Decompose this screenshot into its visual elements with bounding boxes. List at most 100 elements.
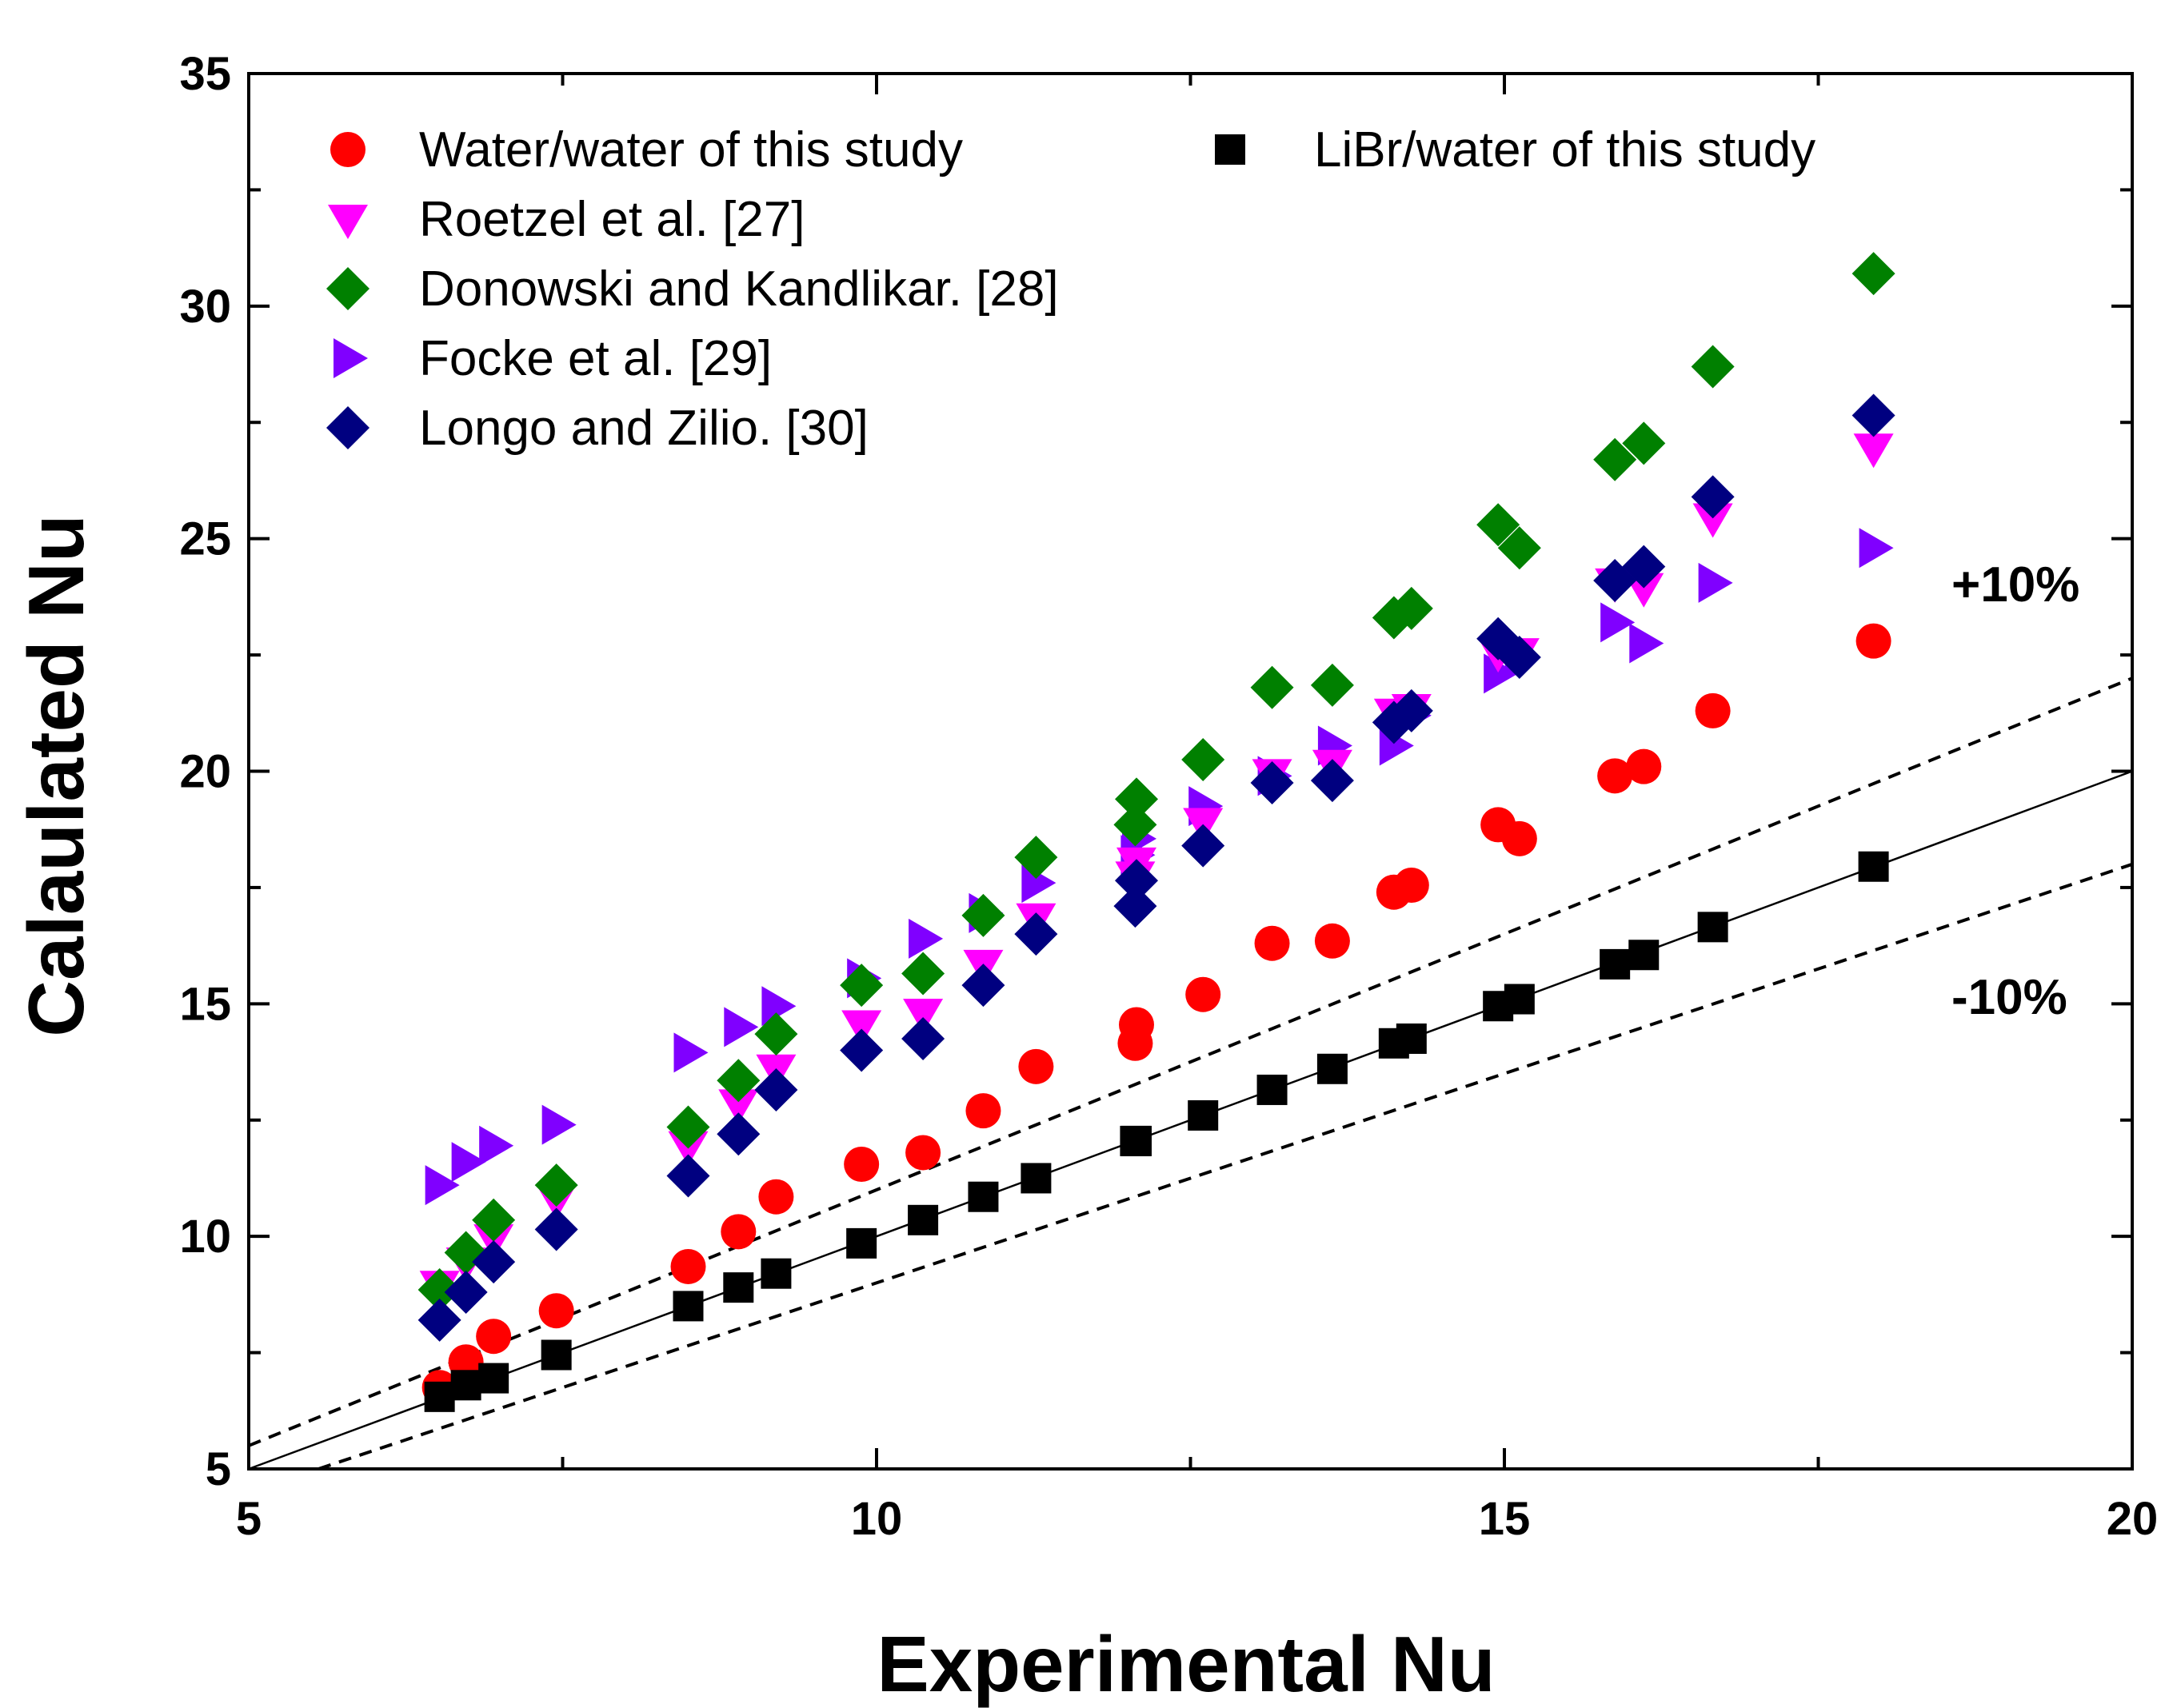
- legend-entry-water-water: Water/water of this study: [330, 122, 963, 178]
- legend-marker-shape: [334, 338, 368, 378]
- data-point: [905, 1135, 941, 1171]
- data-point: [1181, 737, 1225, 781]
- data-point: [761, 986, 797, 1027]
- legend-entry-donowski: Donowski and Kandlikar. [28]: [326, 261, 1059, 317]
- data-point: [1691, 475, 1735, 519]
- data-point: [846, 1227, 877, 1259]
- data-point: [1622, 421, 1666, 465]
- data-point: [1698, 562, 1733, 603]
- x-axis-title: Experimental Nu: [877, 1620, 1495, 1708]
- data-point: [425, 1165, 460, 1206]
- minor-ticks: [249, 74, 2132, 1469]
- series-2: [417, 252, 1895, 1312]
- data-point: [754, 1068, 798, 1111]
- data-point: [541, 1339, 572, 1371]
- legend-entry-focke: Focke et al. [29]: [334, 331, 772, 386]
- data-point: [844, 1147, 880, 1183]
- data-point: [723, 1272, 754, 1303]
- data-point: [666, 1154, 710, 1198]
- data-point: [450, 1370, 481, 1401]
- y-axis-title: Calaulated Nu: [12, 514, 100, 1036]
- x-tick-label: 20: [2107, 1493, 2159, 1545]
- series-5: [424, 851, 1889, 1412]
- legend-label-focke: Focke et al. [29]: [419, 331, 772, 386]
- data-point: [417, 1268, 461, 1312]
- data-point: [1695, 692, 1731, 728]
- data-point: [472, 1198, 516, 1242]
- legend-entry-libr-water: LiBr/water of this study: [1215, 122, 1816, 178]
- data-points: [417, 252, 1895, 1412]
- data-point: [903, 998, 944, 1033]
- data-point: [1314, 923, 1350, 959]
- legend-entry-roetzel: Roetzel et al. [27]: [328, 192, 805, 247]
- data-point: [1622, 545, 1666, 589]
- data-point: [1691, 345, 1735, 389]
- data-point: [476, 1319, 512, 1355]
- data-point: [840, 964, 884, 1008]
- legend-label-roetzel: Roetzel et al. [27]: [419, 192, 805, 247]
- data-point: [724, 1007, 759, 1048]
- legend-marker-shape: [326, 267, 369, 310]
- data-point: [1113, 884, 1157, 928]
- data-point: [908, 1204, 939, 1235]
- data-point: [1476, 503, 1520, 547]
- data-point: [1310, 663, 1354, 707]
- data-point: [1310, 759, 1354, 803]
- plus-10-percent-label: +10%: [1951, 557, 2079, 613]
- data-point: [901, 952, 945, 996]
- y-tick-label: 5: [206, 1443, 231, 1495]
- data-point: [1188, 1099, 1219, 1131]
- data-point: [841, 1010, 882, 1045]
- minus-10-percent-label: -10%: [1951, 970, 2067, 1025]
- y-tick-label: 35: [179, 48, 231, 100]
- data-point: [1484, 653, 1519, 694]
- data-point: [1692, 503, 1733, 538]
- data-point: [754, 1012, 798, 1056]
- legend-entry-longo: Longo and Zilio. [30]: [326, 401, 869, 456]
- data-point: [1389, 688, 1433, 732]
- data-point: [1855, 623, 1891, 659]
- data-point: [478, 1363, 509, 1394]
- data-point: [1256, 1074, 1288, 1105]
- data-point: [1600, 602, 1636, 643]
- data-point: [1393, 868, 1429, 904]
- data-point: [1697, 912, 1728, 943]
- x-tick-label: 5: [236, 1493, 262, 1545]
- data-point: [1851, 393, 1895, 437]
- data-point: [1597, 758, 1633, 794]
- data-point: [444, 1270, 488, 1314]
- legend-label-longo: Longo and Zilio. [30]: [419, 401, 869, 456]
- series-1: [419, 433, 1894, 1306]
- data-point: [1600, 948, 1631, 980]
- data-point: [1018, 1048, 1054, 1084]
- reference-line-minus-10: [318, 862, 2133, 1471]
- plot-frame: [247, 72, 2134, 1471]
- data-point: [1185, 976, 1221, 1012]
- data-point: [1389, 586, 1433, 630]
- legend-label-water-water: Water/water of this study: [419, 122, 963, 178]
- data-point: [1316, 1053, 1348, 1084]
- data-point: [673, 1291, 704, 1322]
- legend-label-donowski: Donowski and Kandlikar. [28]: [419, 261, 1059, 317]
- data-point: [1254, 925, 1290, 961]
- data-point: [1114, 859, 1158, 903]
- data-point: [1626, 748, 1662, 784]
- data-point: [534, 1207, 578, 1251]
- data-point: [1120, 1125, 1152, 1156]
- legend-marker-square: [1215, 134, 1245, 165]
- data-point: [417, 1298, 461, 1342]
- legend-marker-circle: [330, 132, 365, 167]
- data-point: [1181, 824, 1225, 868]
- data-point: [1021, 1163, 1052, 1194]
- data-point: [901, 1016, 945, 1060]
- data-point: [538, 1293, 574, 1329]
- data-point: [1114, 777, 1158, 821]
- data-point: [541, 1104, 577, 1145]
- data-point: [673, 1032, 709, 1073]
- data-point: [451, 1142, 486, 1183]
- legend-marker-diamond-navy: [326, 406, 369, 449]
- data-point: [424, 1381, 455, 1412]
- legend-marker-triangle-down: [328, 205, 368, 239]
- data-point: [1014, 836, 1058, 880]
